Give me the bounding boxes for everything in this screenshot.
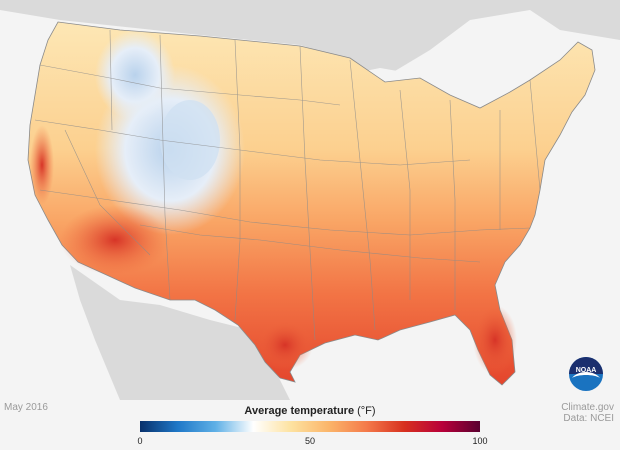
mexico-land xyxy=(70,265,290,400)
temperature-map xyxy=(0,0,620,400)
noaa-logo: NOAA xyxy=(568,356,604,392)
canada-land xyxy=(0,0,620,80)
central-valley-hot-area xyxy=(30,125,54,205)
legend-title-text: Average temperature xyxy=(244,405,355,417)
credit-data-source: Data: NCEI xyxy=(563,413,614,424)
florida-hot-area xyxy=(473,305,517,375)
credit-climate-gov: Climate.gov xyxy=(561,402,614,413)
northern-rockies-cool-area xyxy=(95,30,175,120)
legend-title: Average temperature (°F) xyxy=(140,405,480,417)
legend-tick-0: 0 xyxy=(137,436,143,446)
date-label: May 2016 xyxy=(4,402,48,413)
noaa-logo-icon: NOAA xyxy=(569,357,603,391)
legend-tick-50: 50 xyxy=(304,436,316,446)
noaa-logo-text: NOAA xyxy=(576,367,597,374)
southwest-hot-area xyxy=(60,205,170,275)
us-map-svg xyxy=(0,0,620,400)
wyoming-cool-area xyxy=(160,100,220,180)
texas-hot-area xyxy=(257,320,313,370)
credit-block: Climate.gov Data: NCEI xyxy=(561,402,614,424)
legend-tick-100: 100 xyxy=(472,436,488,446)
state-borders xyxy=(34,29,541,341)
legend-color-bar xyxy=(140,421,480,432)
legend-unit: (°F) xyxy=(357,405,376,417)
